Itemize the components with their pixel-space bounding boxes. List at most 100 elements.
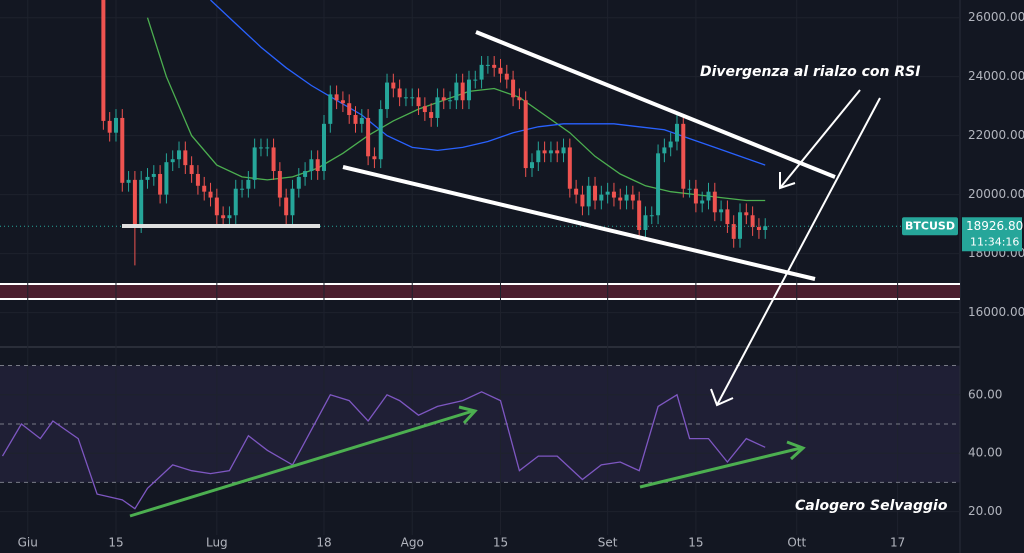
candle-body [681,123,686,189]
plot [0,0,960,535]
candle-body [315,159,320,172]
moving-average [210,0,766,166]
candle-body [340,100,345,104]
candle-body [687,188,692,190]
candle-body [744,212,749,216]
candle-body [385,82,390,110]
candle-body [353,115,358,124]
candle-body [674,123,679,142]
candle-body [649,215,654,217]
candle-body [183,150,188,166]
candle-body [643,215,648,230]
candle-body [511,79,516,98]
candle-body [536,150,541,163]
candle-body [523,100,528,169]
candle-body [195,173,200,186]
candle-body [284,197,289,216]
candle-body [719,209,724,213]
candle-body [303,171,308,177]
candle-body [132,179,137,225]
candle-body [618,197,623,201]
candle-body [530,162,535,169]
candle-body [347,103,352,115]
candle-body [662,147,667,154]
candle-body [712,191,717,213]
candle-body [599,194,604,201]
candle-body [271,147,276,172]
candle-body [567,147,572,189]
candle-body [397,88,402,98]
candle-body [403,97,408,99]
candle-body [246,179,251,189]
candle-body [498,67,503,74]
candle-body [240,188,245,190]
y-tick-label: 26000.00 [968,10,1024,24]
candle-body [113,117,118,133]
x-tick-label: 15 [108,536,123,550]
candle-body [668,141,673,148]
candle-body [693,188,698,204]
y-tick-label: 16000.00 [968,305,1024,319]
candle-body [504,73,509,80]
candle-body [258,147,263,149]
candle-body [189,165,194,174]
trend-line [475,30,836,179]
trend-line [342,165,816,281]
rsi-line [1,391,766,510]
y-tick-label: 24000.00 [968,69,1024,83]
candle-body [517,97,522,101]
candle-body [485,64,490,66]
x-tick-label: Set [598,536,618,550]
candle-body [296,176,301,189]
candle-body [624,194,629,201]
candle-body [460,82,465,101]
x-tick-label: Giu [18,536,38,550]
drawings: Divergenza al rialzo con RSI Calogero Se… [122,30,948,518]
candle-body [151,173,156,177]
candle-body [290,188,295,216]
candle-body [441,97,446,101]
candle-body [208,191,213,198]
candle-body [391,82,396,89]
candle-body [725,209,730,225]
y-tick-label: 20.00 [968,504,1002,518]
candle-body [334,94,339,101]
candle-body [227,215,232,219]
arrow-head [710,388,734,407]
candle-body [422,106,427,113]
candle-body [756,227,761,230]
candle-body [233,188,238,216]
candle-body [763,226,768,230]
candle-body [328,94,333,124]
candle-body [429,112,434,118]
candle-body [416,97,421,107]
y-tick-label: 40.00 [968,446,1002,460]
candle-body [448,100,453,102]
annotation: Divergenza al rialzo con RSI [700,64,920,80]
candle-body [120,117,125,183]
candle-body [561,147,566,154]
candle-body [605,191,610,195]
candle-body [593,185,598,201]
candle-body [214,197,219,216]
x-tick-label: 15 [688,536,703,550]
y-tick-label: 22000.00 [968,128,1024,142]
candle-body [139,179,144,225]
symbol-tag [902,217,958,236]
candle-body [466,79,471,101]
candle-body [586,185,591,207]
candle-body [101,0,106,121]
arrow-head [458,405,478,425]
x-tick-label: 17 [890,536,905,550]
arrow [779,89,861,189]
symbol-label: BTCUSD [905,219,955,232]
divergence-arrow [129,409,474,518]
candle-body [700,200,705,204]
candle-body [252,147,257,180]
candle-body [309,159,314,172]
candle-body [170,159,175,163]
y-tick-label: 20000.00 [968,187,1024,201]
candle-body [202,185,207,192]
candle-body [555,150,560,154]
candle-body [706,191,711,201]
